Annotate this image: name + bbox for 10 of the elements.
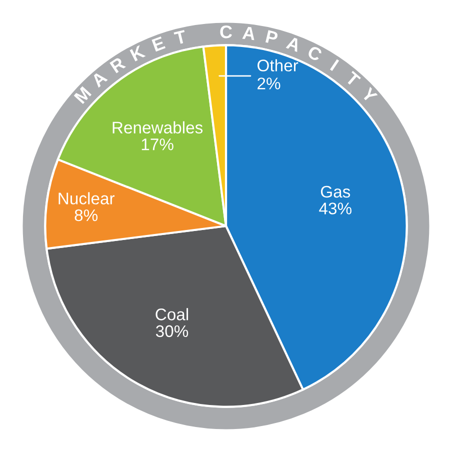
slice-label: Other [258,59,298,72]
data-label: 30% [156,325,188,338]
data-label: 2% [258,78,280,90]
slice-label: Gas [320,186,350,198]
data-label: 8% [74,209,98,222]
data-label: 17% [142,138,174,150]
slice-label: Nuclear [58,192,115,204]
slice-label: Renewables [112,121,203,134]
data-label: 43% [319,202,352,214]
slice-label: Coal [156,308,188,320]
